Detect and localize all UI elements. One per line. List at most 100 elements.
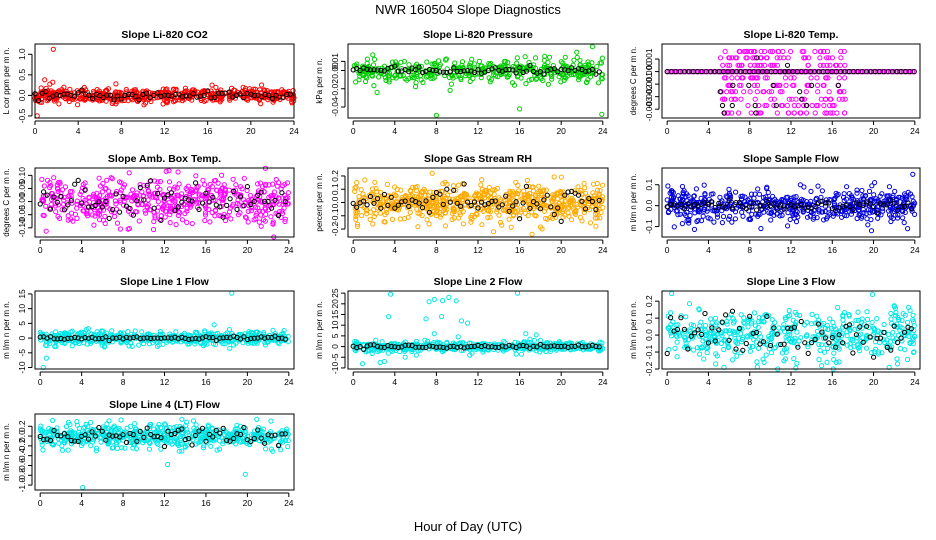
data-point — [219, 172, 225, 178]
data-point — [235, 197, 241, 203]
x-tick-label: 8 — [747, 245, 752, 255]
data-point — [766, 69, 772, 75]
data-point — [135, 201, 141, 207]
y-axis: -0.10-0.050.000.050.10 — [17, 167, 33, 238]
data-point — [599, 55, 606, 61]
average-point — [911, 69, 917, 75]
data-point — [200, 177, 206, 183]
data-point — [413, 188, 419, 194]
data-point — [777, 89, 783, 95]
data-point — [912, 211, 918, 217]
average-point — [172, 91, 178, 98]
data-point — [771, 96, 777, 102]
data-point — [397, 216, 403, 222]
data-point — [819, 188, 826, 194]
y-tick-label: 0.0 — [330, 196, 340, 208]
data-point — [501, 62, 507, 68]
x-tick-label: 0 — [38, 377, 43, 387]
outlier-point — [43, 355, 50, 361]
x-tick-label: 24 — [284, 245, 294, 255]
data-point — [808, 75, 814, 81]
average-point — [258, 189, 264, 195]
average-point — [206, 199, 212, 205]
data-point — [723, 75, 729, 81]
data-point — [803, 55, 809, 61]
data-point — [157, 186, 163, 192]
y-tick-label: 0.2 — [330, 170, 340, 182]
data-point — [379, 339, 385, 345]
average-point — [208, 95, 214, 101]
y-tick-label: -0.003 — [644, 97, 654, 121]
data-point — [757, 62, 763, 68]
data-point — [822, 69, 828, 75]
data-point — [173, 222, 179, 228]
average-point — [513, 70, 519, 76]
y-axis-label: percent per m n. — [315, 173, 324, 231]
data-point — [752, 55, 758, 61]
average-point — [137, 184, 143, 191]
average-point — [199, 200, 206, 206]
outlier-point — [458, 318, 464, 324]
average-point — [275, 212, 282, 219]
y-tick-label: -0.001 — [644, 72, 654, 96]
points — [664, 290, 918, 372]
x-tick-label: 12 — [786, 245, 796, 255]
data-point — [44, 177, 51, 183]
data-point — [203, 212, 209, 218]
average-point — [187, 93, 193, 99]
x-tick-label: 24 — [289, 126, 299, 136]
data-point — [467, 78, 473, 85]
data-point — [65, 96, 71, 102]
average-point — [85, 204, 92, 210]
data-point — [142, 100, 149, 106]
data-point — [270, 327, 276, 333]
y-axis-label: m l/m n per m n. — [315, 301, 324, 359]
data-point — [486, 61, 492, 67]
data-point — [754, 89, 760, 95]
data-point — [548, 71, 554, 77]
y-axis: -0.04-0.020.000.01 — [330, 53, 346, 117]
y-tick-label: 0.05 — [17, 180, 27, 197]
average-point — [113, 191, 119, 197]
x-tick-label: 0 — [665, 245, 670, 255]
points — [350, 44, 606, 118]
average-point — [503, 67, 509, 73]
data-point — [77, 191, 83, 197]
data-point — [175, 212, 181, 218]
data-point — [233, 182, 239, 188]
data-point — [904, 319, 911, 325]
data-point — [40, 212, 46, 218]
data-point — [259, 82, 265, 88]
y-tick-label: -0.1 — [330, 208, 340, 223]
data-point — [828, 96, 834, 102]
data-point — [734, 55, 740, 61]
outlier-point — [455, 334, 461, 340]
average-point — [269, 96, 275, 102]
data-point — [371, 83, 377, 89]
data-point — [155, 204, 161, 210]
data-point — [830, 110, 836, 116]
data-point — [163, 87, 169, 93]
average-point — [47, 206, 54, 212]
average-point — [151, 92, 157, 99]
data-point — [86, 194, 92, 200]
data-point — [801, 55, 807, 61]
data-point — [364, 56, 370, 62]
data-point — [785, 223, 791, 229]
data-point — [74, 201, 80, 207]
data-point — [189, 221, 195, 227]
data-point — [36, 95, 42, 101]
data-point — [769, 89, 775, 95]
data-point — [826, 55, 832, 61]
data-point — [870, 69, 877, 75]
data-point — [836, 75, 842, 81]
data-point — [814, 82, 821, 89]
data-point — [755, 75, 761, 81]
average-point — [430, 67, 436, 73]
average-point — [282, 199, 288, 205]
data-point — [888, 316, 894, 322]
data-point — [242, 214, 249, 220]
average-point — [100, 95, 106, 101]
data-point — [546, 54, 553, 60]
data-point — [66, 98, 72, 105]
